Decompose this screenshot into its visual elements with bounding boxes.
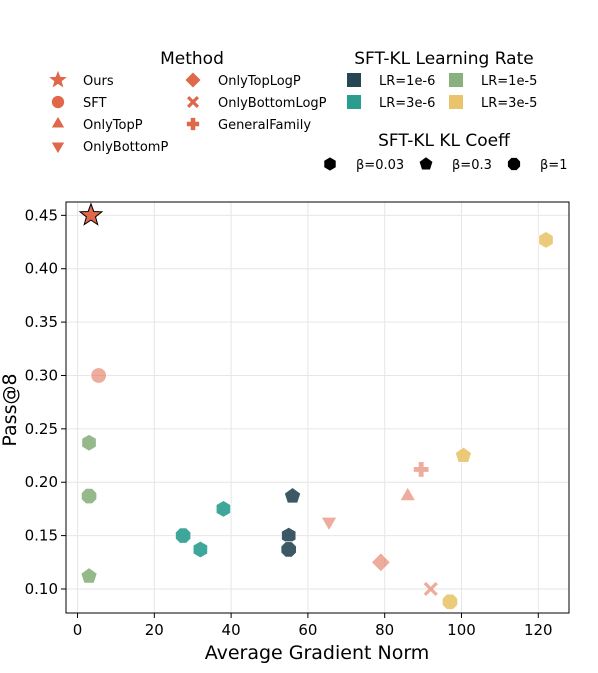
y-tick-label: 0.40 [25,260,58,278]
point-lr-1e-5-pentagon [80,567,98,584]
point-lr-1e-5-hexagon [81,433,97,452]
legend-color-swatch [347,73,361,87]
legend-kl-label: β=0.03 [356,158,404,173]
y-tick-label: 0.45 [25,206,58,224]
legend-method-label: GeneralFamily [218,118,311,133]
legend-method-label: SFT [83,96,107,111]
legend-method-title: Method [160,49,224,69]
legend-marker-pentagon [419,157,433,170]
y-tick-label: 0.35 [25,313,58,331]
point-lr-3e-6-hexagon [215,500,232,518]
point-lr-1e-5-octagon [80,487,98,505]
legend-lr-label: LR=1e-5 [481,74,537,89]
legend-method: Method Ours SFT OnlyTopP OnlyBottomP OnlyTop… [49,49,327,155]
point-lr-3e-5-pentagon [454,446,473,463]
x-tick-label: 80 [375,621,394,639]
legend-kl-title: SFT-KL KL Coeff [378,131,511,151]
point-ours-star [78,202,104,226]
legend-marker-triangle-up [51,116,65,128]
legend-marker-octagon [507,157,521,171]
point-sft-circle [90,367,107,384]
legend-lr-label: LR=1e-6 [379,74,435,89]
point-onlybottomp-triangle-down [320,516,338,532]
y-tick-label: 0.25 [25,420,58,438]
legend-marker-star [49,70,67,88]
legend-color-swatch [449,73,463,87]
x-tick-label: 120 [524,621,553,639]
legend-learning-rate: SFT-KL Learning Rate LR=1e-6 LR=1e-5 LR=3e… [347,49,537,111]
data-points [78,202,554,610]
legend-lr-label: LR=3e-6 [379,96,435,111]
legend-kl-label: β=0.3 [452,158,492,173]
legend-method-label: OnlyTopLogP [218,74,301,89]
y-tick-label: 0.30 [25,366,58,384]
point-lr-1e-6-pentagon [283,487,302,504]
y-tick-label: 0.10 [25,580,58,598]
point-lr-3e-5-hexagon [538,231,554,249]
x-tick-label: 100 [447,621,476,639]
x-tick-label: 0 [73,621,83,639]
x-axis-ticks: 0 20 40 60 80 100 120 [73,613,553,639]
x-axis-label: Average Gradient Norm [205,642,430,664]
plot-frame [65,201,570,614]
point-lr-3e-6-octagon [174,527,192,544]
point-onlybottomlogp-x [422,580,439,598]
point-lr-3e-6-hexagon [192,540,209,559]
point-onlytoplogp-diamond [370,552,391,573]
legend-lr-label: LR=3e-5 [481,96,537,111]
gridlines [66,202,569,613]
legend-marker-diamond [185,72,201,88]
y-axis-ticks: 0.10 0.15 0.20 0.25 0.30 0.35 0.40 0.45 [25,206,66,598]
point-onlytopp-triangle-up [399,486,417,502]
legend-marker-triangle-down [51,142,65,154]
legend-marker-plus [186,117,200,131]
point-lr-1e-6-octagon [280,541,297,558]
legend-kl-label: β=1 [540,158,567,173]
legend-lr-title: SFT-KL Learning Rate [354,49,533,69]
legend-method-label: OnlyBottomLogP [218,96,327,111]
legend-marker-hexagon [324,157,336,171]
y-tick-label: 0.20 [25,473,58,491]
legend-kl-coeff: SFT-KL KL Coeff β=0.03 β=0.3 β=1 [324,131,567,173]
legend-method-label: OnlyBottomP [83,140,168,155]
legend-marker-circle [51,95,65,109]
legend-method-label: Ours [83,74,114,89]
y-axis-label: Pass@8 [0,373,21,446]
legend-method-label: OnlyTopP [83,118,143,133]
x-tick-label: 40 [222,621,241,639]
legend-color-swatch [449,95,463,109]
point-lr-3e-5-octagon [441,593,459,610]
x-tick-label: 20 [145,621,164,639]
y-tick-label: 0.15 [25,527,58,545]
legend-marker-x [187,96,199,108]
point-generalfamily-plus [412,461,430,478]
x-tick-label: 60 [298,621,317,639]
legend-color-swatch [347,95,361,109]
